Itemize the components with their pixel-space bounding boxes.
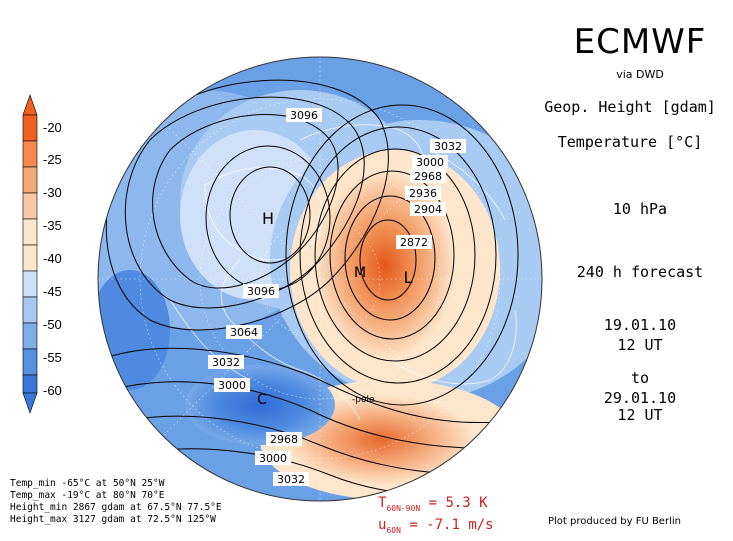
svg-text:3000: 3000 bbox=[218, 379, 246, 392]
credit-footer: Plot produced by FU Berlin bbox=[548, 516, 681, 527]
colorbar-swatch bbox=[22, 140, 38, 168]
colorbar-label: -35 bbox=[43, 218, 62, 233]
contour-label: 2872 bbox=[396, 235, 432, 249]
svg-text:3032: 3032 bbox=[434, 140, 462, 153]
contour-label: 2936 bbox=[405, 186, 441, 200]
colorbar-swatch bbox=[22, 218, 38, 246]
colorbar-label: -25 bbox=[43, 152, 62, 167]
colorbar-swatch bbox=[22, 270, 38, 298]
contour-label: 3096 bbox=[286, 108, 322, 122]
colorbar-swatch bbox=[22, 374, 38, 394]
wind-index: u60N = -7.1 m/s bbox=[378, 516, 494, 535]
svg-text:3032: 3032 bbox=[277, 473, 305, 486]
temp-max-line: Temp_max -19°C at 80°N 70°E bbox=[10, 490, 165, 501]
contour-label: 2968 bbox=[266, 432, 302, 446]
colorbar-label: -50 bbox=[43, 317, 62, 332]
colorbar-swatch bbox=[22, 348, 38, 376]
svg-text:2872: 2872 bbox=[400, 236, 428, 249]
contour-label-group: 3096 3032 3000 2968 2936 2904 2872 3096 … bbox=[208, 108, 466, 486]
colorbar-arrow-top bbox=[22, 94, 38, 116]
colorbar-label: -30 bbox=[43, 185, 62, 200]
contour-label: 3096 bbox=[243, 284, 279, 298]
height-max-line: Height_max 3127 gdam at 72.5°N 125°W bbox=[10, 514, 216, 525]
colorbar-swatch bbox=[22, 322, 38, 350]
contour-label: 3064 bbox=[226, 325, 262, 339]
indices: T60N-90N = 5.3 K u60N = -7.1 m/s bbox=[378, 495, 494, 539]
height-contours bbox=[99, 79, 531, 496]
contour-label: 3032 bbox=[208, 355, 244, 369]
field-label-height: Geop. Height [gdam] bbox=[544, 98, 716, 116]
colorbar-swatch bbox=[22, 244, 38, 272]
brand-title: ECMWF bbox=[573, 22, 707, 62]
contour-label: 2904 bbox=[410, 202, 446, 216]
colorbar-label: -55 bbox=[43, 350, 62, 365]
contour-label: 3000 bbox=[255, 451, 291, 465]
svg-text:2936: 2936 bbox=[409, 187, 437, 200]
init-time: 12 UT bbox=[617, 336, 663, 354]
colorbar-label: -20 bbox=[43, 120, 62, 135]
svg-text:2904: 2904 bbox=[414, 203, 442, 216]
colorbar-label: -45 bbox=[43, 284, 62, 299]
colorbar-arrow-bottom bbox=[22, 392, 38, 414]
svg-text:3096: 3096 bbox=[290, 109, 318, 122]
min-temp-marker: M bbox=[354, 265, 366, 281]
svg-text:3032: 3032 bbox=[212, 356, 240, 369]
valid-time: 12 UT bbox=[617, 406, 663, 424]
temp-min-line: Temp_min -65°C at 50°N 25°W bbox=[10, 478, 165, 489]
contour-label: 2968 bbox=[410, 169, 446, 183]
svg-text:3096: 3096 bbox=[247, 285, 275, 298]
to-label: to bbox=[630, 369, 650, 387]
pressure-level: 10 hPa bbox=[612, 200, 668, 218]
svg-text:3000: 3000 bbox=[416, 156, 444, 169]
colorbar-swatch bbox=[22, 192, 38, 220]
svg-text:3064: 3064 bbox=[230, 326, 258, 339]
contour-label: 3000 bbox=[214, 378, 250, 392]
height-min-line: Height_min 2867 gdam at 67.5°N 77.5°E bbox=[10, 502, 222, 513]
map-border bbox=[97, 56, 543, 502]
pole-marker: -pole bbox=[352, 395, 375, 405]
colorbar-label: -60 bbox=[43, 383, 62, 398]
svg-text:2968: 2968 bbox=[414, 170, 442, 183]
colorbar: -20 -25 -30 -35 -40 -45 -50 -55 -60 bbox=[22, 94, 62, 414]
colorbar-label: -40 bbox=[43, 251, 62, 266]
high-marker: H bbox=[262, 209, 274, 228]
valid-date: 29.01.10 bbox=[603, 389, 677, 407]
colorbar-swatch bbox=[22, 114, 38, 142]
svg-text:2968: 2968 bbox=[270, 433, 298, 446]
contour-label: 3032 bbox=[273, 472, 309, 486]
svg-text:3000: 3000 bbox=[259, 452, 287, 465]
forecast-range: 240 h forecast bbox=[576, 263, 704, 281]
source-note: via DWD bbox=[616, 68, 664, 81]
contour-label: 3000 bbox=[412, 155, 448, 169]
colorbar-swatch bbox=[22, 296, 38, 324]
extremes-stats: Temp_min -65°C at 50°N 25°W Temp_max -19… bbox=[10, 478, 222, 526]
contour-label: 3032 bbox=[430, 139, 466, 153]
temperature-index: T60N-90N = 5.3 K bbox=[378, 495, 488, 513]
pressure-markers: H L M C -pole bbox=[257, 209, 412, 408]
colorbar-swatch bbox=[22, 166, 38, 194]
cold-marker: C bbox=[257, 392, 267, 408]
low-marker: L bbox=[404, 268, 413, 287]
init-date: 19.01.10 bbox=[603, 316, 677, 334]
field-label-temperature: Temperature [°C] bbox=[557, 133, 703, 151]
